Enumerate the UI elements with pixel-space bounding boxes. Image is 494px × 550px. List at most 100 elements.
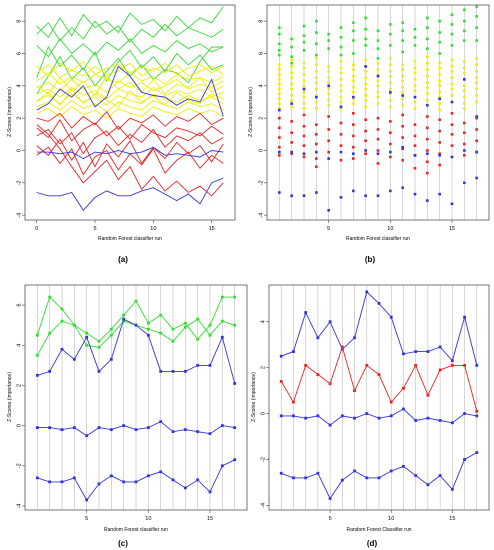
point-b-yellow-17-0: [475, 57, 478, 60]
point-c-1-16: [220, 319, 224, 323]
y-tick-label-b-0: 0: [258, 149, 264, 152]
point-c-0-7: [109, 327, 113, 331]
point-b-red-3-1: [302, 124, 306, 128]
point-c-2-4: [72, 357, 76, 361]
panel-d: Z-Scores (importance) Random Forest Clas…: [251, 284, 490, 548]
point-c-2-10: [146, 333, 150, 337]
point-b-red-13-0: [426, 115, 429, 118]
point-b-red-2-0: [290, 120, 293, 123]
point-c-3-14: [196, 430, 200, 434]
point-b-yellow-13-7: [426, 99, 429, 102]
point-b-yellow-4-5: [315, 87, 318, 91]
point-b-yellow-5-7: [327, 103, 330, 107]
point-b-red-15-1: [450, 123, 454, 126]
point-b-yellow-6-7: [339, 100, 343, 104]
point-b-green-15-2: [450, 32, 454, 36]
x-tick-label-d-10: 10: [388, 516, 394, 522]
point-b-red-6-3: [339, 158, 343, 162]
point-b-yellow-2-0: [290, 58, 293, 62]
point-b-blue-17-1: [475, 150, 478, 154]
point-d-2-7: [353, 416, 356, 420]
caption-c: (c): [118, 539, 128, 548]
point-d-0-4: [316, 336, 320, 340]
point-c-4-4: [72, 476, 76, 480]
point-d-3-3: [304, 476, 308, 480]
point-c-0-8: [122, 313, 126, 317]
point-b-green-17-0: [475, 5, 478, 8]
point-b-yellow-7-5: [352, 90, 355, 94]
point-b-red-1-4: [278, 154, 281, 157]
point-d-0-6: [340, 347, 344, 351]
series-group-a: [36, 6, 224, 212]
point-d-1-12: [414, 363, 418, 367]
point-c-1-13: [183, 325, 187, 329]
point-b-red-17-2: [475, 139, 478, 143]
point-d-1-4: [316, 373, 320, 376]
point-b-yellow-15-4: [450, 82, 454, 86]
point-c-3-2: [48, 426, 52, 430]
point-b-red-5-1: [327, 128, 330, 131]
point-b-yellow-14-5: [438, 90, 441, 94]
point-b-red-11-3: [401, 147, 404, 151]
point-c-1-12: [171, 339, 175, 343]
point-b-red-11-4: [401, 158, 404, 162]
point-b-yellow-1-5: [278, 87, 281, 91]
point-d-1-2: [292, 400, 295, 404]
point-b-yellow-6-6: [339, 95, 343, 99]
point-c-0-13: [183, 321, 187, 325]
point-b-yellow-16-5: [463, 89, 466, 92]
point-c-4-3: [60, 480, 64, 484]
point-b-yellow-11-2: [401, 74, 404, 78]
point-c-0-11: [159, 313, 163, 317]
y-axis-label-c: Z-Scores (importance): [7, 372, 13, 422]
point-b-yellow-4-3: [315, 76, 318, 80]
point-b-yellow-7-2: [352, 74, 355, 78]
point-b-green-12-0: [413, 27, 417, 31]
point-c-1-3: [60, 319, 64, 323]
point-b-blue-5-0: [327, 84, 330, 88]
point-d-1-14: [438, 368, 442, 372]
point-c-1-14: [196, 317, 200, 321]
point-c-3-6: [97, 426, 101, 430]
point-d-3-13: [426, 483, 430, 487]
point-b-blue-17-0: [475, 115, 478, 118]
point-b-yellow-4-0: [315, 57, 318, 60]
point-b-blue-16-1: [463, 149, 466, 152]
point-c-0-9: [134, 299, 138, 303]
point-b-yellow-2-8: [290, 105, 293, 109]
point-b-yellow-1-9: [278, 107, 281, 110]
point-b-blue-7-0: [352, 95, 355, 99]
point-d-1-6: [340, 345, 344, 349]
point-b-blue-1-0: [278, 108, 281, 112]
point-b-red-4-2: [315, 142, 318, 146]
point-c-4-2: [48, 480, 52, 484]
point-d-2-5: [328, 423, 332, 427]
point-b-red-15-2: [450, 133, 454, 136]
point-c-1-8: [122, 319, 126, 323]
point-d-1-13: [426, 393, 430, 397]
point-b-blue-13-2: [426, 199, 429, 202]
point-b-red-13-5: [426, 171, 429, 175]
point-c-2-3: [60, 347, 64, 351]
point-b-yellow-1-7: [278, 97, 281, 101]
point-b-green-2-2: [290, 55, 293, 59]
point-b-red-3-3: [302, 144, 306, 147]
point-d-1-5: [328, 382, 332, 386]
point-b-green-14-1: [438, 31, 441, 34]
point-c-2-5: [85, 335, 89, 339]
point-b-yellow-9-1: [376, 68, 380, 71]
point-d-0-10: [389, 315, 393, 319]
point-c-4-12: [171, 478, 175, 482]
point-b-yellow-13-0: [426, 55, 429, 59]
point-c-2-1: [35, 374, 39, 377]
y-tick-label-b-6: 6: [258, 52, 264, 55]
point-b-yellow-3-8: [302, 107, 306, 110]
point-b-yellow-1-0: [278, 63, 281, 67]
point-c-0-5: [85, 331, 89, 335]
point-b-red-1-2: [278, 136, 281, 139]
point-b-green-15-0: [450, 13, 454, 16]
point-b-green-13-0: [426, 16, 429, 20]
point-b-yellow-3-6: [302, 95, 306, 99]
point-c-0-1: [35, 333, 39, 337]
point-c-4-11: [159, 470, 163, 474]
